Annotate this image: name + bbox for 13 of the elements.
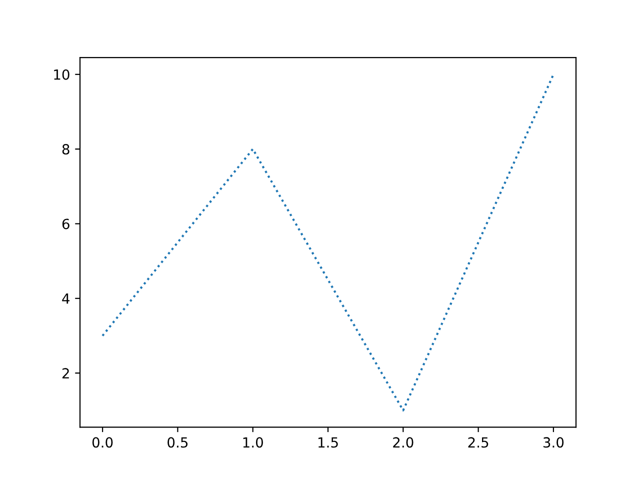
y-tick-label: 8 [62, 144, 70, 155]
line-series [102, 73, 554, 412]
x-tick-label: 0.5 [168, 437, 188, 448]
y-tick-label: 2 [62, 368, 69, 378]
x-tick-label: 1.5 [318, 437, 338, 448]
y-tick-label: 6 [62, 218, 70, 230]
y-tick-label: 10 [54, 69, 70, 80]
x-tick-label: 2.0 [393, 437, 414, 448]
x-tick-label: 1.0 [243, 437, 263, 448]
x-tick-label: 3.0 [543, 437, 564, 448]
x-tick-label: 0.0 [92, 437, 113, 448]
x-tick-label: 2.5 [468, 437, 488, 448]
y-tick-label: 4 [62, 294, 70, 304]
